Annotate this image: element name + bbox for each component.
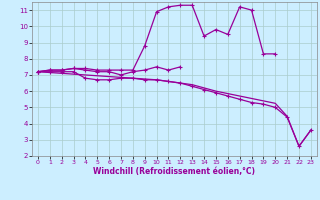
X-axis label: Windchill (Refroidissement éolien,°C): Windchill (Refroidissement éolien,°C) bbox=[93, 167, 255, 176]
